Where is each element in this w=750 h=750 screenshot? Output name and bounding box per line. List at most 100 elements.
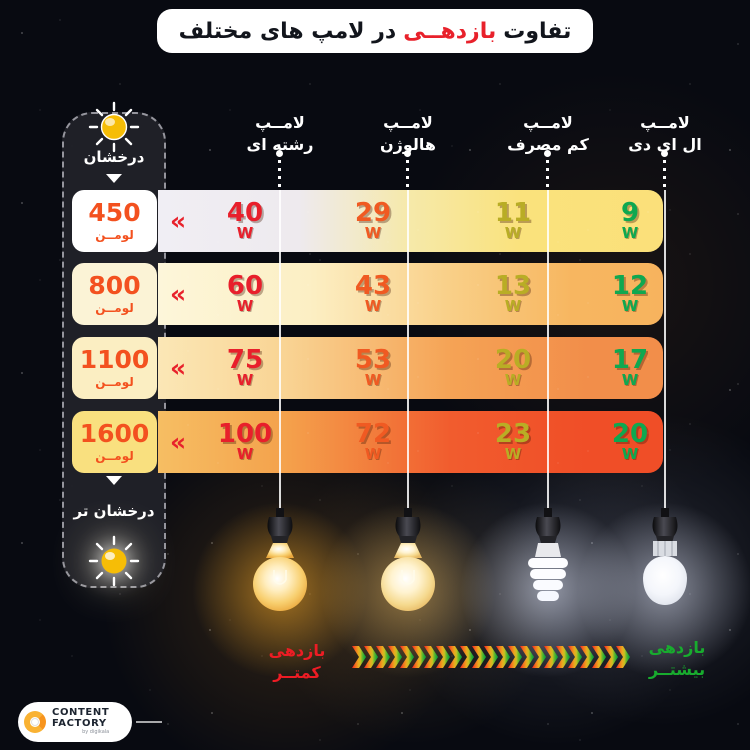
lamp-word: لامــپ [523, 113, 573, 132]
logo-byline: by digikala [82, 729, 110, 736]
lumen-label-1600: 1600 لومــن [72, 411, 157, 473]
connector-dotted-line [406, 160, 409, 190]
triangle-down-icon [106, 174, 122, 183]
watt-cell: 29 W [338, 190, 408, 252]
watt-cell: 75 W [210, 337, 280, 399]
lumen-value: 1100 [79, 345, 150, 374]
watt-cell: 72 W [338, 411, 408, 473]
watt-value: 29 [354, 198, 392, 229]
watt-value: 12 [611, 271, 649, 302]
double-chevron-icon: « [170, 427, 187, 457]
glowing-sun-icon [87, 534, 141, 592]
watt-unit: W [504, 444, 522, 463]
watt-unit: W [621, 444, 639, 463]
page-title: تفاوت بازدهــی در لامپ های مختلف [157, 9, 593, 53]
connector-dot [544, 150, 551, 157]
logo-line2: FACTORY [52, 717, 107, 729]
watt-cell: 40 W [210, 190, 280, 252]
watt-unit: W [364, 296, 382, 315]
double-chevron-icon: « [170, 279, 187, 309]
watt-value: 72 [354, 419, 392, 450]
watt-value: 40 [226, 198, 264, 229]
lumen-unit: لومــن [95, 449, 134, 463]
watt-value: 17 [611, 345, 649, 376]
watt-unit: W [236, 370, 254, 389]
watt-cell: 9 W [595, 190, 665, 252]
title-prefix: تفاوت [503, 18, 572, 44]
watt-cell: 53 W [338, 337, 408, 399]
lumen-unit: لومــن [95, 375, 134, 389]
legend-less-line2: کمتــر [273, 662, 321, 682]
logo-dash-line [136, 721, 162, 723]
watt-value: 100 [217, 419, 273, 450]
watt-unit: W [621, 296, 639, 315]
watt-cell: 13 W [478, 263, 548, 325]
watt-value: 9 [620, 198, 640, 229]
double-chevron-icon: « [170, 353, 187, 383]
title-suffix: در لامپ های مختلف [178, 18, 397, 44]
watt-value: 23 [494, 419, 532, 450]
watt-cell: 23 W [478, 411, 548, 473]
lumen-value: 800 [88, 271, 141, 300]
watt-cell: 20 W [478, 337, 548, 399]
lamp-word: لامــپ [255, 113, 305, 132]
watt-value: 53 [354, 345, 392, 376]
logo-c-icon [24, 711, 46, 733]
title-highlight: بازدهــی [403, 18, 497, 44]
lumen-label-1100: 1100 لومــن [72, 337, 157, 399]
lumen-unit: لومــن [95, 301, 134, 315]
legend-more-line2: بیشتــر [648, 659, 706, 679]
watt-value: 11 [494, 198, 532, 229]
halogen-bulb [368, 508, 448, 628]
watt-unit: W [364, 223, 382, 242]
watt-unit: W [621, 370, 639, 389]
content-factory-logo: CONTENT FACTORY by digikala [18, 702, 132, 742]
watt-value: 43 [354, 271, 392, 302]
wattage-bar-row-2: « 75 W 53 W 20 W 17 W [158, 337, 663, 399]
watt-cell: 17 W [595, 337, 665, 399]
lumen-unit: لومــن [95, 228, 134, 242]
cfl-bulb [508, 508, 588, 628]
watt-cell: 11 W [478, 190, 548, 252]
connector-dotted-line [663, 160, 666, 190]
watt-cell: 100 W [210, 411, 280, 473]
lumen-label-800: 800 لومــن [72, 263, 157, 325]
watt-cell: 12 W [595, 263, 665, 325]
watt-unit: W [621, 223, 639, 242]
watt-value: 13 [494, 271, 532, 302]
watt-unit: W [236, 223, 254, 242]
connector-dot [404, 150, 411, 157]
watt-unit: W [504, 370, 522, 389]
watt-unit: W [364, 370, 382, 389]
watt-value: 20 [494, 345, 532, 376]
wattage-bar-row-0: « 40 W 29 W 11 W 9 W [158, 190, 663, 252]
watt-cell: 60 W [210, 263, 280, 325]
lamp-column-header-3: لامــپ ال ای دی [605, 112, 725, 155]
lamp-column-header-2: لامــپ کم مصرف [488, 112, 608, 155]
bulb-cord [664, 190, 666, 515]
legend-less-line1: بازدهی [268, 641, 326, 660]
lumen-value: 1600 [79, 419, 150, 448]
lamp-word: لامــپ [383, 113, 433, 132]
watt-unit: W [364, 444, 382, 463]
watt-unit: W [504, 296, 522, 315]
legend-less-efficiency: بازدهی کمتــر [242, 640, 352, 683]
efficiency-gradient-arrow [352, 646, 630, 668]
lamp-column-header-1: لامــپ هالوژن [348, 112, 468, 155]
watt-value: 60 [226, 271, 264, 302]
led-bulb [625, 508, 705, 628]
lumen-label-450: 450 لومــن [72, 190, 157, 252]
wattage-bar-row-1: « 60 W 43 W 13 W 12 W [158, 263, 663, 325]
watt-unit: W [504, 223, 522, 242]
connector-dot [276, 150, 283, 157]
watt-value: 75 [226, 345, 264, 376]
watt-value: 20 [611, 419, 649, 450]
watt-cell: 43 W [338, 263, 408, 325]
bulb-cord [279, 190, 281, 515]
watt-unit: W [236, 444, 254, 463]
bulb-cord [407, 190, 409, 515]
connector-dot [661, 150, 668, 157]
wattage-bar-row-3: « 100 W 72 W 23 W 20 W [158, 411, 663, 473]
watt-unit: W [236, 296, 254, 315]
